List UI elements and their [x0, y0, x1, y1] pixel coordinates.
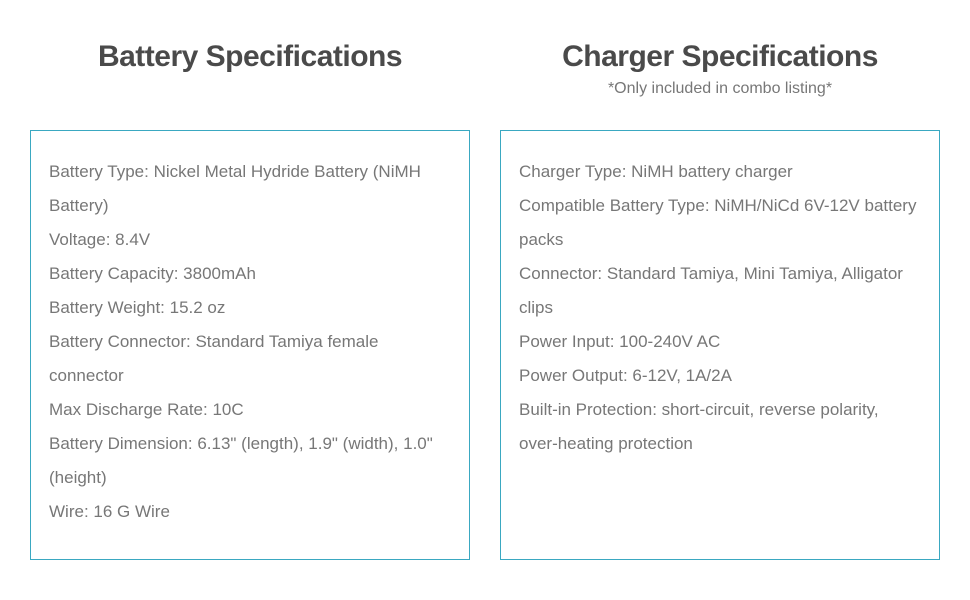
battery-spec-line: Voltage: 8.4V [49, 223, 451, 257]
charger-title: Charger Specifications [500, 40, 940, 74]
charger-column: Charger Specifications *Only included in… [500, 40, 940, 560]
charger-header: Charger Specifications *Only included in… [500, 40, 940, 130]
battery-spec-line: Battery Type: Nickel Metal Hydride Batte… [49, 155, 451, 223]
battery-spec-line: Max Discharge Rate: 10C [49, 393, 451, 427]
battery-column: Battery Specifications Battery Type: Nic… [30, 40, 470, 560]
battery-title: Battery Specifications [30, 40, 470, 74]
battery-spec-box: Battery Type: Nickel Metal Hydride Batte… [30, 130, 470, 560]
charger-spec-line: Charger Type: NiMH battery charger [519, 155, 921, 189]
charger-spec-line: Power Output: 6-12V, 1A/2A [519, 359, 921, 393]
battery-spec-line: Wire: 16 G Wire [49, 495, 451, 529]
battery-spec-line: Battery Weight: 15.2 oz [49, 291, 451, 325]
charger-spec-line: Connector: Standard Tamiya, Mini Tamiya,… [519, 257, 921, 325]
battery-spec-line: Battery Connector: Standard Tamiya femal… [49, 325, 451, 393]
charger-spec-box: Charger Type: NiMH battery charger Compa… [500, 130, 940, 560]
charger-subtitle: *Only included in combo listing* [500, 80, 940, 98]
charger-spec-line: Power Input: 100-240V AC [519, 325, 921, 359]
battery-header: Battery Specifications [30, 40, 470, 130]
battery-spec-line: Battery Capacity: 3800mAh [49, 257, 451, 291]
charger-spec-line: Compatible Battery Type: NiMH/NiCd 6V-12… [519, 189, 921, 257]
charger-spec-line: Built-in Protection: short-circuit, reve… [519, 393, 921, 461]
battery-spec-line: Battery Dimension: 6.13" (length), 1.9" … [49, 427, 451, 495]
